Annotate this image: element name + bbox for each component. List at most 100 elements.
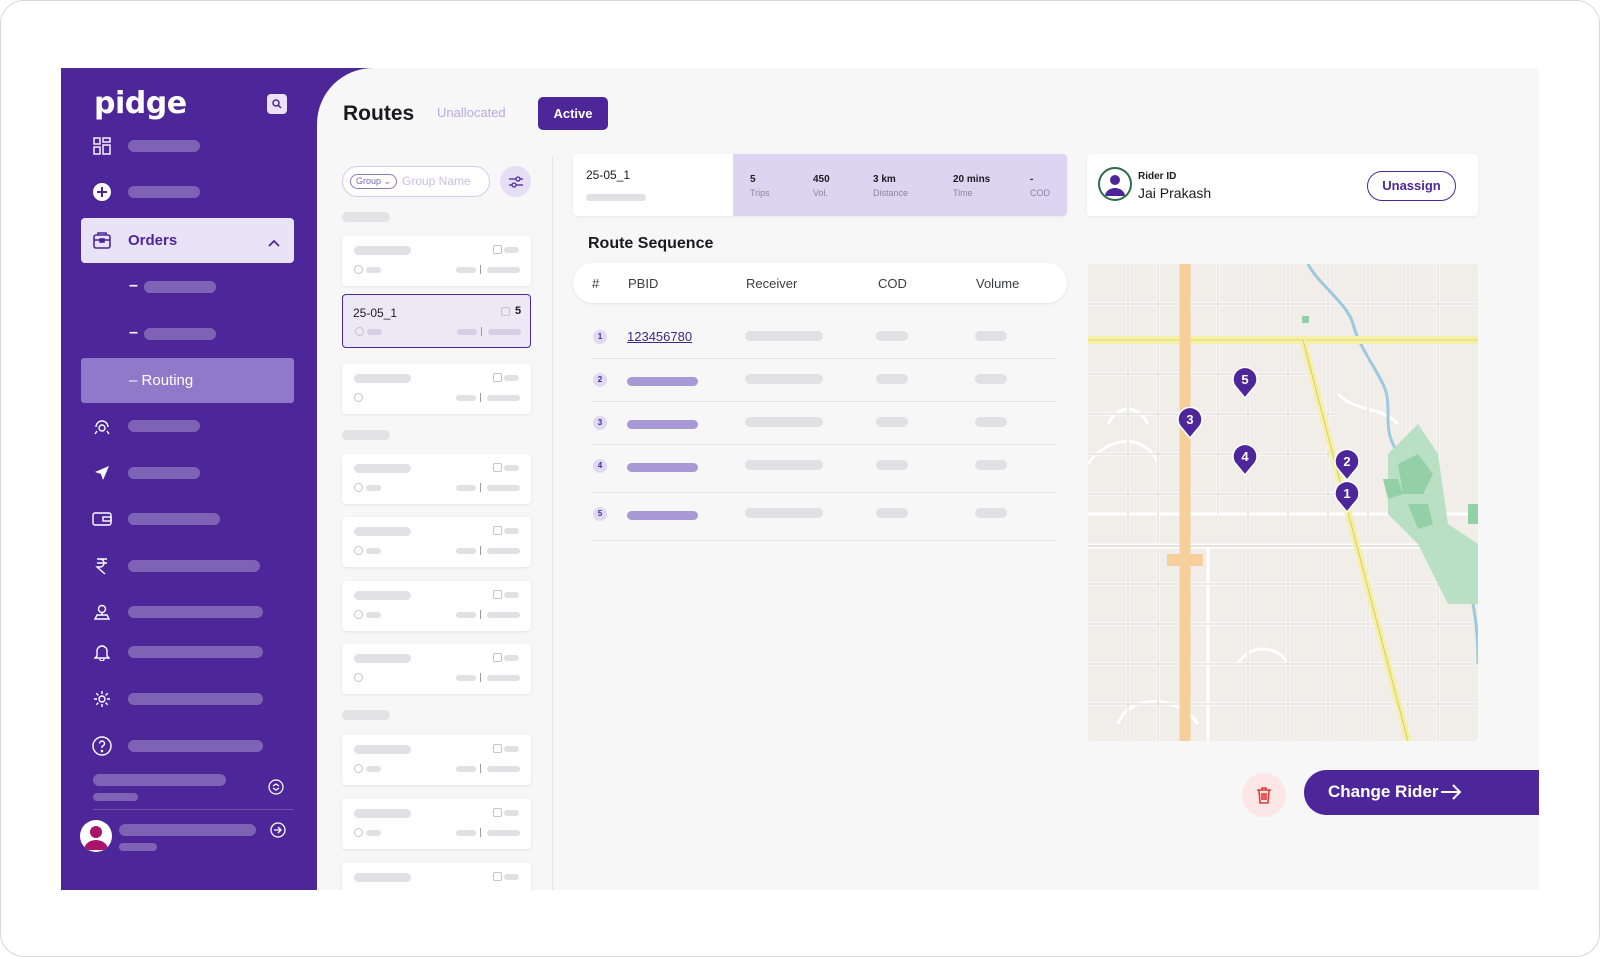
group-card[interactable] (342, 644, 531, 694)
row-number: 5 (593, 507, 607, 521)
group-card[interactable] (342, 364, 531, 414)
group-search-input[interactable]: Group ⌄ Group Name (342, 166, 490, 197)
trash-icon (1257, 787, 1271, 804)
map-canvas (1088, 264, 1478, 741)
filter-button[interactable] (500, 166, 531, 197)
stat-distance: 3 km Distance (873, 174, 909, 198)
map-marker[interactable]: 3 (1177, 407, 1203, 439)
nav-label-skeleton (128, 140, 200, 152)
settings-icon (91, 688, 113, 710)
map-marker[interactable]: 4 (1232, 444, 1258, 476)
column-header: Receiver (746, 276, 798, 291)
route-sub-skeleton (586, 194, 646, 201)
navigation-icon (91, 462, 113, 484)
sidebar-search-button[interactable] (267, 94, 287, 114)
pbid-skeleton (627, 511, 698, 520)
route-sequence-title: Route Sequence (588, 235, 714, 252)
calendar-icon (501, 307, 510, 316)
submenu-item[interactable]: – (81, 264, 294, 308)
column-header: COD (878, 276, 907, 291)
nav-label-skeleton (128, 646, 263, 658)
wallet-icon (91, 508, 113, 530)
group-card[interactable] (342, 517, 531, 567)
column-header: Volume (976, 276, 1020, 291)
group-filter-chip[interactable]: Group ⌄ (350, 174, 398, 189)
search-icon (272, 99, 282, 109)
route-summary: 25-05_1 5 Trips 450 Vol. 3 km Distance 20 m… (573, 154, 1067, 216)
sidebar-item-orders[interactable]: Orders (81, 218, 294, 263)
group-card[interactable] (342, 581, 531, 631)
sidebar-item-settings[interactable] (81, 677, 294, 721)
tab-active[interactable]: Active (538, 97, 608, 130)
nav-label-skeleton (128, 560, 260, 572)
rider-name: Jai Prakash (1138, 185, 1212, 201)
sidebar-item-notifications[interactable] (81, 630, 294, 674)
map-marker[interactable]: 5 (1232, 367, 1258, 399)
submenu-label-skeleton (144, 281, 216, 293)
cod-skeleton (876, 331, 908, 341)
sidebar-item-riders[interactable] (81, 404, 294, 448)
logout-icon[interactable] (270, 822, 286, 843)
table-row[interactable]: 1 123456780 (591, 316, 1056, 359)
group-card[interactable] (342, 236, 531, 286)
sidebar-item-dashboard[interactable] (81, 124, 294, 168)
sidebar-item-payments[interactable] (81, 544, 294, 588)
table-row[interactable]: 4 (591, 445, 1056, 493)
table-header: # PBID Receiver COD Volume (573, 263, 1067, 303)
group-card-selected[interactable]: 25-05_1 5 (342, 294, 531, 348)
route-map[interactable]: 5 3 4 2 1 (1088, 264, 1478, 741)
pbid-link[interactable]: 123456780 (627, 329, 693, 344)
sidebar-item-help[interactable] (81, 724, 294, 768)
chevron-up-icon (268, 234, 280, 252)
org-sub-skeleton (93, 793, 138, 801)
change-rider-button[interactable]: Change Rider (1304, 770, 1539, 815)
map-marker[interactable]: 1 (1334, 481, 1360, 513)
submenu-item[interactable]: – (81, 311, 294, 355)
app-shell: pidge Orders (61, 68, 1539, 890)
sidebar-item-locations[interactable] (81, 590, 294, 634)
delete-button[interactable] (1242, 773, 1286, 817)
orders-icon (91, 230, 113, 252)
search-placeholder: Group Name (402, 174, 471, 188)
column-divider (552, 156, 553, 890)
svg-text:1: 1 (1343, 486, 1350, 501)
group-card[interactable] (342, 799, 531, 849)
sidebar-item-tracking[interactable] (81, 451, 294, 495)
table-row[interactable]: 5 (591, 493, 1056, 541)
submenu-label-skeleton (144, 328, 216, 340)
tab-unallocated[interactable]: Unallocated (437, 105, 506, 120)
section-header-skeleton (342, 212, 390, 222)
stat-trips: 5 Trips (750, 174, 770, 198)
table-row[interactable]: 2 (591, 359, 1056, 402)
submenu-item-routing[interactable]: – Routing (81, 358, 294, 403)
group-name: 25-05_1 (353, 306, 398, 320)
unassign-button[interactable]: Unassign (1367, 171, 1456, 201)
sidebar-item-label: Orders (128, 232, 178, 249)
receiver-skeleton (745, 331, 823, 341)
route-stats: 5 Trips 450 Vol. 3 km Distance 20 mins Time … (733, 154, 1067, 216)
logo: pidge (94, 86, 187, 121)
row-number: 1 (593, 330, 607, 344)
rider-avatar (1098, 167, 1132, 201)
avatar[interactable] (80, 820, 112, 852)
sidebar-divider (93, 809, 294, 810)
switch-org-icon[interactable] (268, 779, 284, 800)
pbid-skeleton (627, 463, 698, 472)
group-card[interactable] (342, 735, 531, 785)
stat-cod: - COD (1030, 174, 1050, 198)
svg-text:3: 3 (1186, 412, 1193, 427)
table-row[interactable]: 3 (591, 402, 1056, 445)
filter-icon (508, 175, 523, 188)
user-role-skeleton (119, 843, 157, 851)
bell-icon (91, 641, 113, 663)
user-name-skeleton (119, 824, 256, 836)
pbid-skeleton (627, 377, 698, 386)
sidebar-item-create[interactable] (81, 170, 294, 214)
submenu-dash: – (129, 277, 138, 294)
map-marker[interactable]: 2 (1334, 449, 1360, 481)
sidebar-item-wallet[interactable] (81, 497, 294, 541)
volume-skeleton (975, 331, 1007, 341)
group-card[interactable] (342, 863, 531, 890)
group-card[interactable] (342, 454, 531, 504)
route-name: 25-05_1 (586, 168, 631, 182)
